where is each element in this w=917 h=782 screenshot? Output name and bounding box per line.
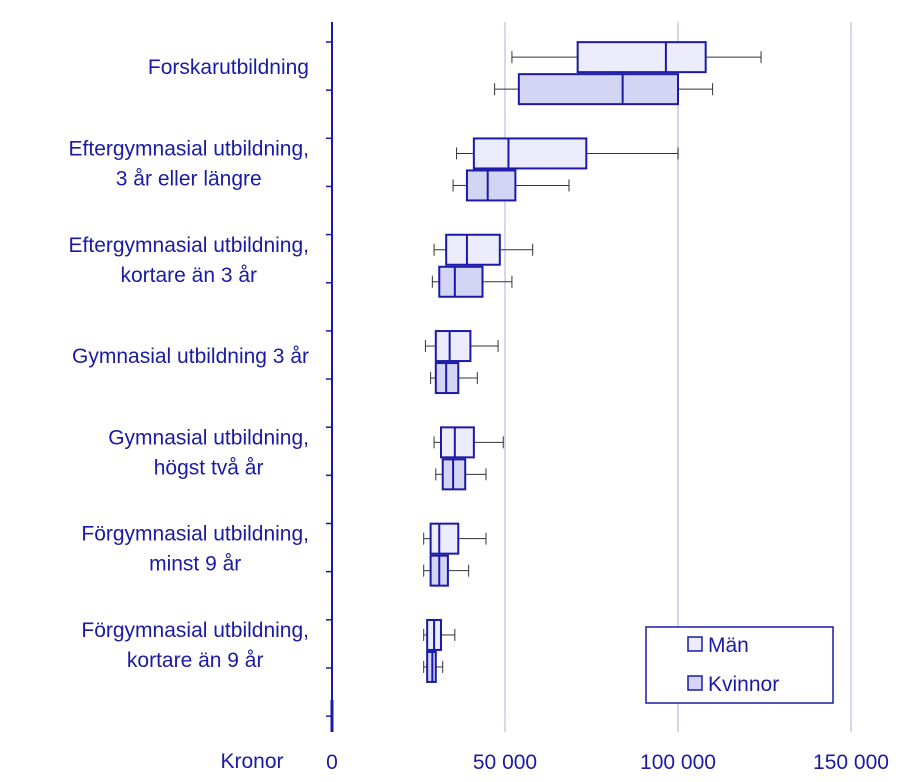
category-label-6-0: Förgymnasial utbildning, [81,619,309,642]
box-iqr [439,426,475,459]
x-tick-label-3: 150 000 [813,751,889,774]
box-kvinnor-2 [431,265,513,298]
box-iqr [472,137,588,170]
category-label-3-0: Gymnasial utbildning 3 år [72,345,309,368]
box-kvinnor-5 [423,554,470,587]
y-axis [326,22,334,732]
category-labels: Forskarutbildning Eftergymnasial utbildni… [69,56,309,672]
box-man-2 [433,233,534,266]
box-kvinnor-0 [494,73,714,106]
x-tick-labels: 0 50 000 100 000 150 000 [326,751,889,774]
legend-frame [645,626,834,704]
gridlines [504,22,852,732]
legend-swatch-kvinnor [687,675,703,691]
x-tick-label-0: 0 [326,751,338,774]
legend-label-kvinnor: Kvinnor [708,673,779,696]
category-label-5-0: Förgymnasial utbildning, [81,523,309,546]
category-label-4-1: högst två år [154,456,264,479]
legend-label-man: Män [708,634,749,657]
box-kvinnor-4 [435,458,487,491]
x-axis-label: Kronor [220,750,283,773]
box-iqr [438,265,484,298]
category-label-2-0: Eftergymnasial utbildning, [69,234,309,257]
box-iqr [429,522,460,555]
category-label-4-0: Gymnasial utbildning, [108,426,309,449]
box-kvinnor-1 [452,169,570,202]
category-label-6-1: kortare än 9 år [127,649,264,672]
box-series [423,41,762,683]
box-iqr [445,233,501,266]
box-kvinnor-6 [423,650,444,683]
box-iqr [576,41,707,74]
category-label-1-1: 3 år eller längre [116,167,262,190]
box-man-1 [456,137,679,170]
box-kvinnor-3 [430,362,478,395]
box-iqr [517,73,680,106]
legend-swatch-man [687,636,703,652]
box-man-4 [433,426,504,459]
x-tick-label-1: 50 000 [473,751,537,774]
x-tick-label-2: 100 000 [640,751,716,774]
box-man-3 [424,330,499,363]
box-man-5 [423,522,487,555]
box-iqr [434,330,472,363]
box-man-6 [423,618,456,651]
category-label-0-0: Forskarutbildning [148,56,309,79]
category-label-2-1: kortare än 3 år [120,264,257,287]
category-label-5-1: minst 9 år [149,553,241,576]
box-man-0 [511,41,762,74]
category-label-1-0: Eftergymnasial utbildning, [69,137,309,160]
box-iqr [465,169,517,202]
legend: Män Kvinnor [645,626,834,704]
